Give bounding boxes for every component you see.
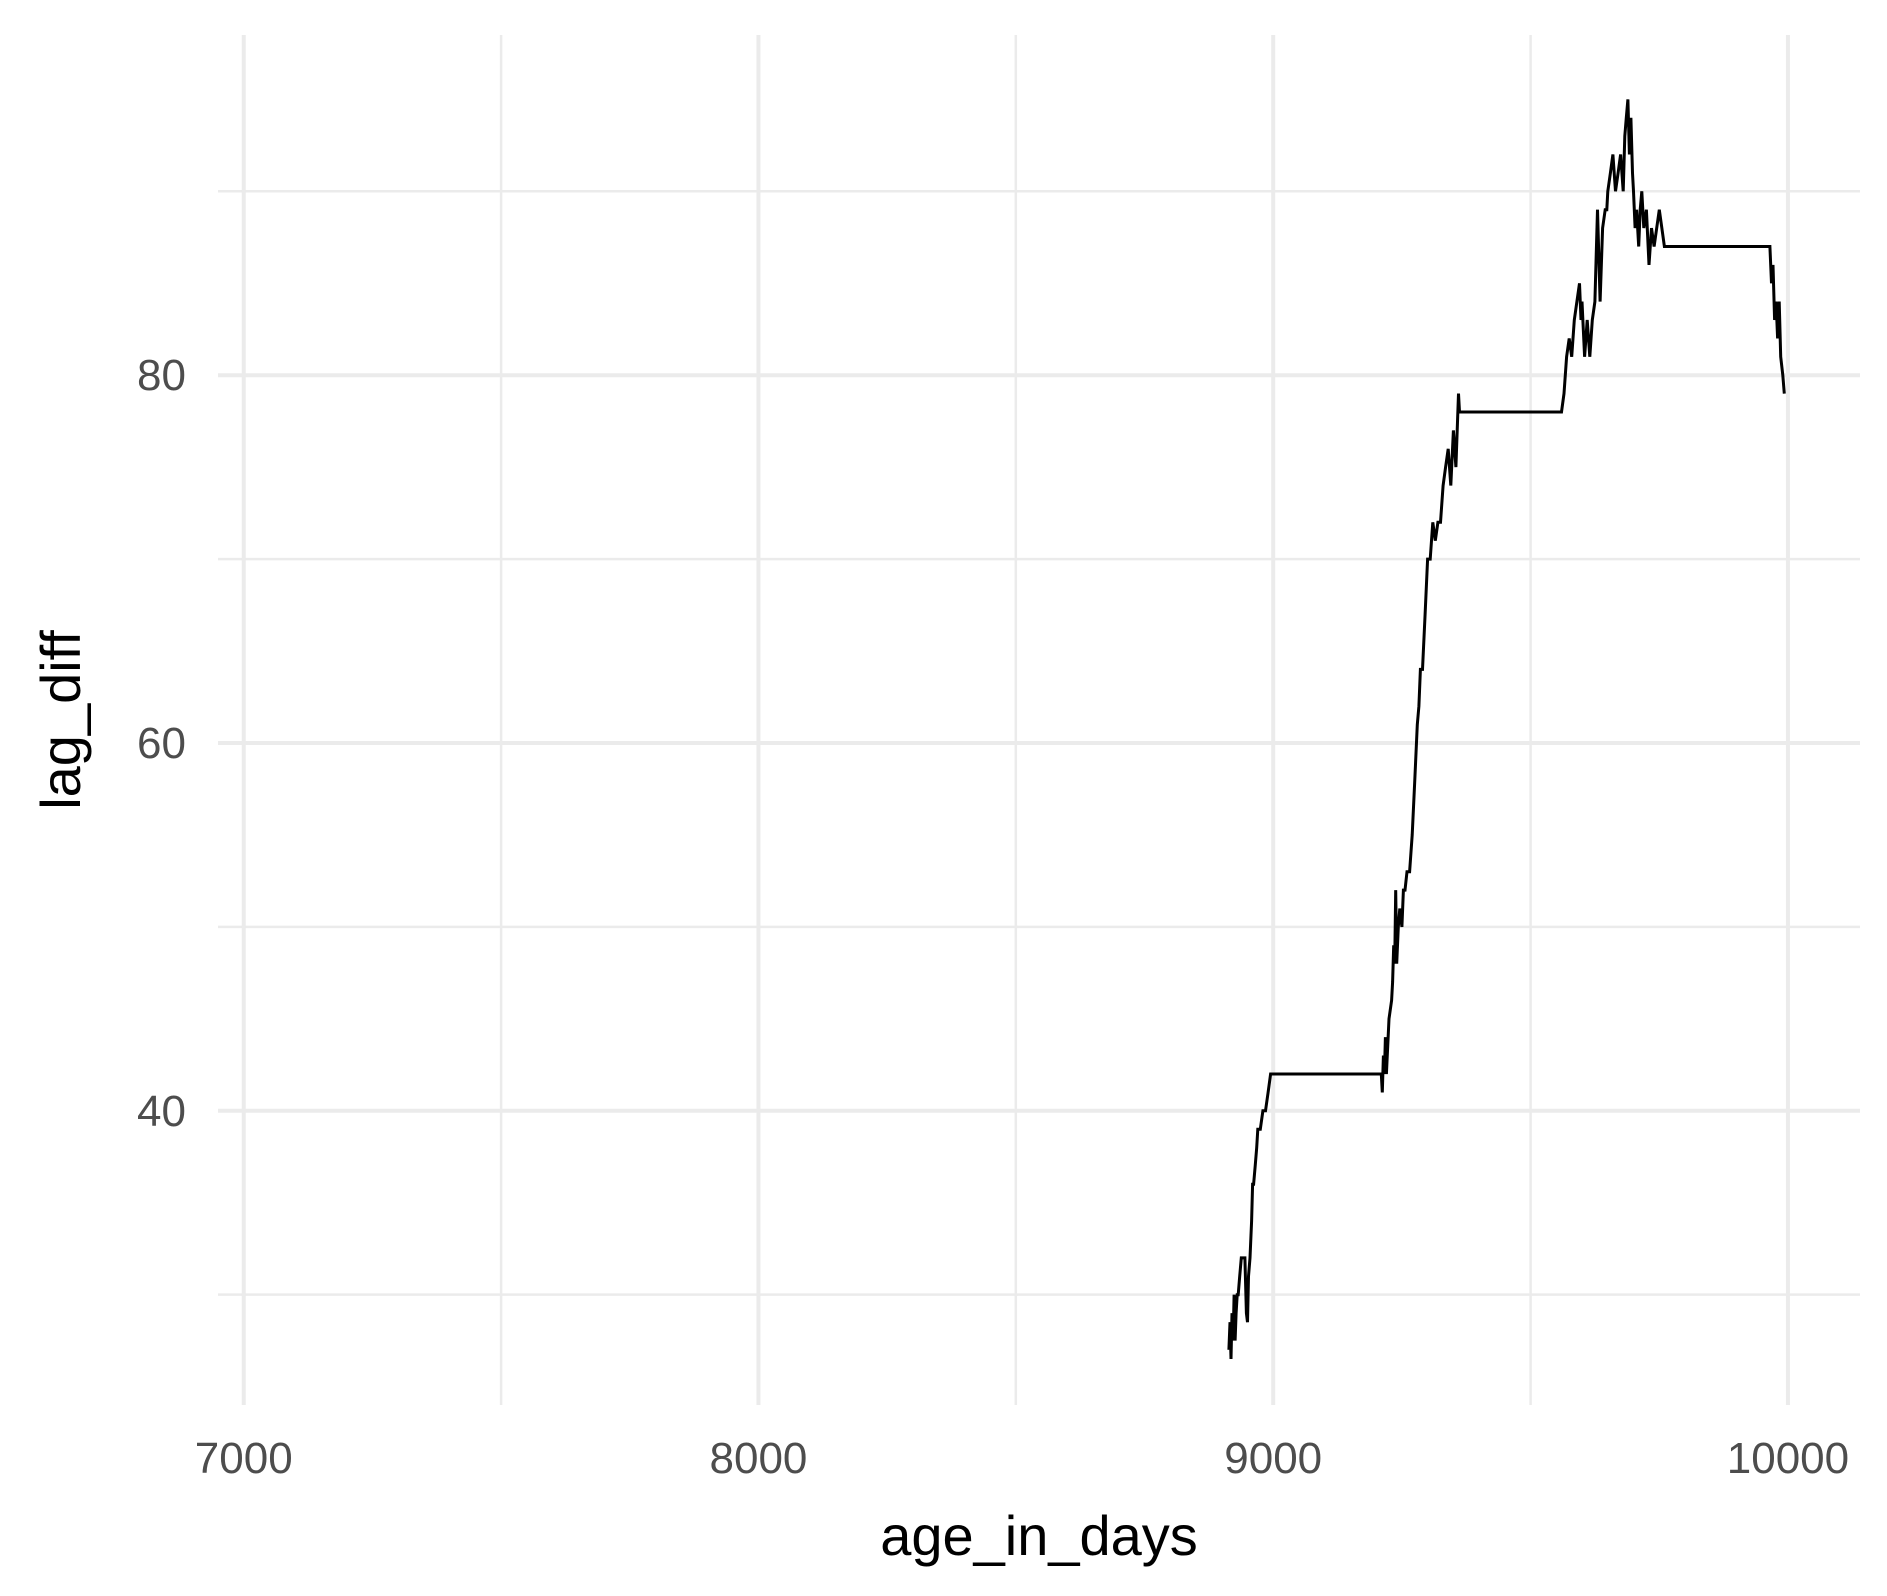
y-axis-tick-labels: 40 60 80 <box>137 351 186 1136</box>
x-tick-label: 7000 <box>195 1434 293 1483</box>
major-gridlines <box>218 35 1860 1405</box>
y-tick-label: 40 <box>137 1087 186 1136</box>
minor-gridlines <box>218 35 1860 1405</box>
x-tick-label: 9000 <box>1224 1434 1322 1483</box>
x-axis-tick-labels: 7000 8000 9000 10000 <box>195 1434 1849 1483</box>
x-axis-title: age_in_days <box>880 1504 1198 1567</box>
x-tick-label: 8000 <box>710 1434 808 1483</box>
y-tick-label: 80 <box>137 351 186 400</box>
x-tick-label: 10000 <box>1727 1434 1849 1483</box>
y-tick-label: 60 <box>137 719 186 768</box>
y-axis-title: lag_diff <box>29 630 92 810</box>
series-line <box>1227 99 1786 1360</box>
series-layer <box>1227 99 1786 1360</box>
